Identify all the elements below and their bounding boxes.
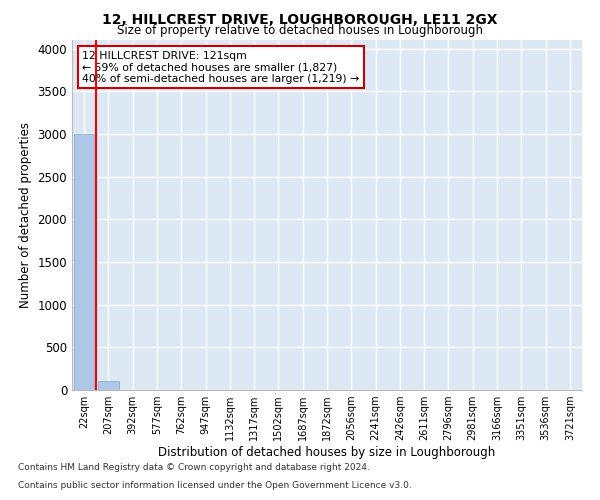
Text: 12 HILLCREST DRIVE: 121sqm
← 59% of detached houses are smaller (1,827)
40% of s: 12 HILLCREST DRIVE: 121sqm ← 59% of deta… — [82, 50, 359, 84]
X-axis label: Distribution of detached houses by size in Loughborough: Distribution of detached houses by size … — [158, 446, 496, 459]
Bar — [74, 134, 94, 390]
Y-axis label: Number of detached properties: Number of detached properties — [19, 122, 32, 308]
Bar — [98, 381, 119, 390]
Text: Size of property relative to detached houses in Loughborough: Size of property relative to detached ho… — [117, 24, 483, 37]
Text: Contains HM Land Registry data © Crown copyright and database right 2024.: Contains HM Land Registry data © Crown c… — [18, 464, 370, 472]
Text: 12, HILLCREST DRIVE, LOUGHBOROUGH, LE11 2GX: 12, HILLCREST DRIVE, LOUGHBOROUGH, LE11 … — [102, 12, 498, 26]
Text: Contains public sector information licensed under the Open Government Licence v3: Contains public sector information licen… — [18, 481, 412, 490]
